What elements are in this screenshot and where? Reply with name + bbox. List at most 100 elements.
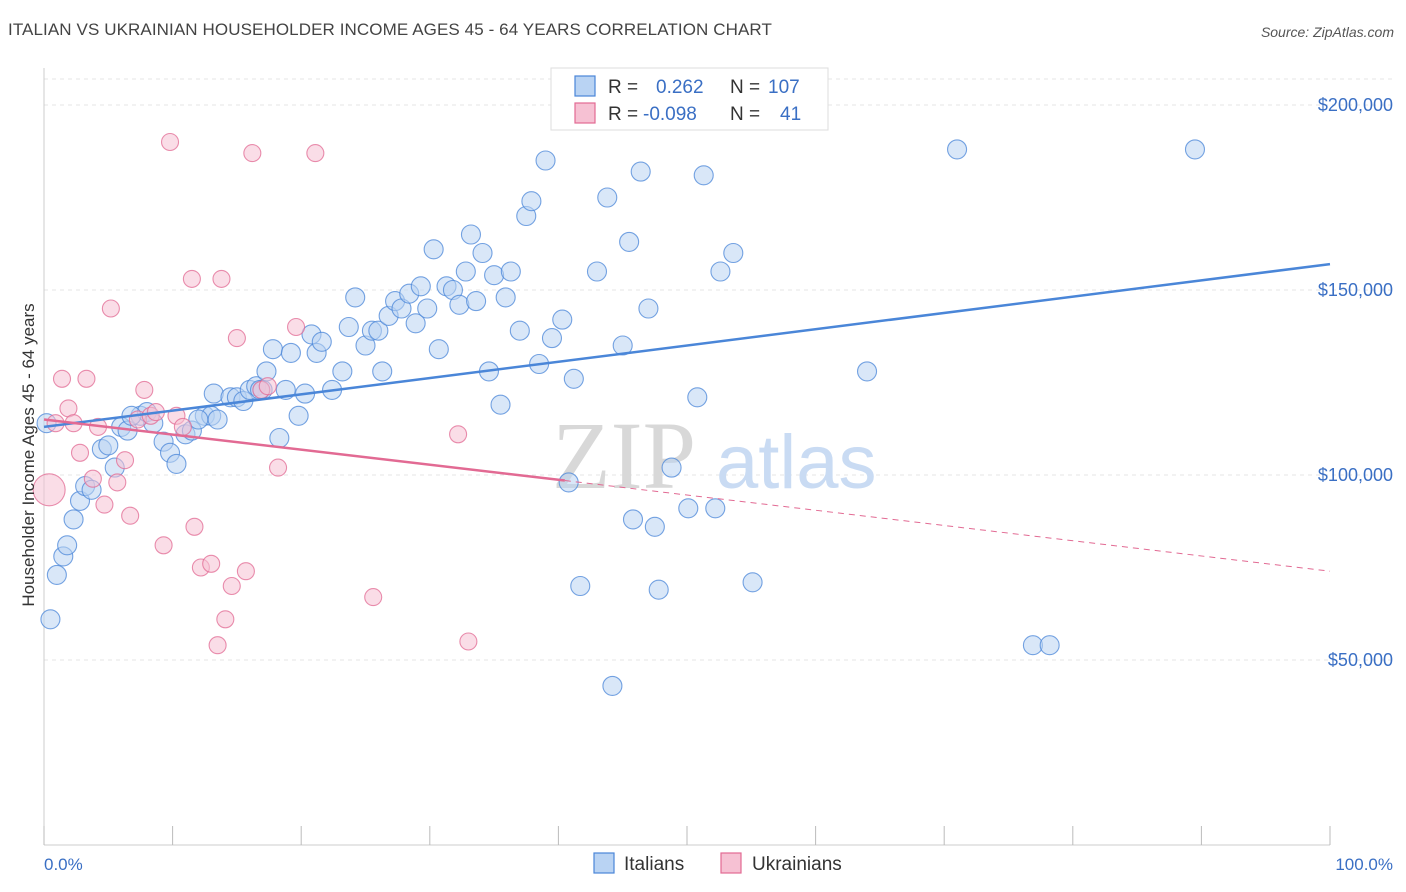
ukrainians-point: [364, 588, 383, 607]
italians-point: [947, 139, 968, 160]
legend-r-value-1: 0.262: [656, 77, 704, 98]
ukrainians-point: [135, 380, 154, 399]
watermark-zip: ZIP: [552, 402, 696, 509]
legend-box: [550, 67, 829, 131]
italians-point: [558, 472, 579, 493]
legend-n-label-2: N =: [730, 104, 760, 125]
italians-point: [693, 165, 714, 186]
italians-point: [648, 579, 669, 600]
ukrainians-point: [70, 443, 90, 462]
italians-point: [98, 435, 119, 456]
ukrainians-point: [95, 495, 114, 514]
italians-point: [368, 320, 389, 341]
ukrainians-point: [108, 473, 127, 492]
ukrainians-point: [32, 473, 66, 507]
italians-point: [500, 261, 521, 282]
italians-point: [1022, 635, 1043, 656]
italians-point: [630, 161, 651, 182]
italians-point: [678, 498, 699, 519]
italians-point: [661, 457, 682, 478]
ukrainians-point: [101, 299, 120, 318]
italians-point: [1039, 635, 1060, 656]
italians-point: [460, 224, 482, 245]
italians-point: [405, 313, 426, 334]
legend-r-value-2: -0.098: [643, 104, 697, 125]
italians-point: [280, 342, 301, 363]
italians-point: [602, 675, 623, 696]
bottom-legend-swatch-italians: [593, 852, 615, 874]
italians-point: [449, 294, 470, 315]
ukrainians-point: [160, 132, 180, 152]
ukrainians-point: [185, 517, 204, 536]
watermark-atlas: atlas: [716, 420, 877, 505]
italians-point: [723, 242, 744, 264]
italians-point: [495, 287, 516, 308]
legend-r-label-2: R =: [608, 104, 638, 125]
italians-point: [345, 287, 366, 308]
italians-point: [57, 535, 78, 556]
italians-point: [40, 609, 61, 630]
ukrainians-trend-line: [43, 418, 565, 482]
italians-point: [563, 368, 584, 389]
italians-point: [332, 361, 353, 382]
legend-swatch-italians: [574, 75, 596, 97]
x-tick-label-max: 100.0%: [1335, 855, 1393, 874]
italians-point: [856, 361, 878, 382]
y-tick-label-2: $150,000: [1318, 280, 1393, 300]
ukrainians-point: [52, 369, 72, 388]
italians-point: [705, 498, 726, 519]
ukrainians-point: [287, 317, 306, 337]
ukrainians-point: [115, 451, 135, 470]
legend-n-value-1: 107: [768, 77, 800, 98]
italians-point: [742, 572, 763, 593]
chart-title: ITALIAN VS UKRAINIAN HOUSEHOLDER INCOME …: [8, 20, 772, 39]
ukrainians-trend-extension: [564, 480, 1331, 572]
italians-point: [203, 383, 224, 404]
italians-point: [46, 564, 67, 585]
ukrainians-point: [182, 269, 201, 288]
bottom-legend: Italians Ukrainians: [593, 852, 842, 875]
bottom-legend-swatch-ukrainians: [720, 852, 742, 874]
bottom-legend-ukrainians: Ukrainians: [752, 854, 842, 875]
ukrainians-point: [236, 562, 255, 581]
legend-n-label-1: N =: [730, 77, 760, 98]
bottom-legend-italians: Italians: [624, 854, 684, 875]
ukrainians-point: [306, 144, 325, 163]
ukrainians-point: [46, 414, 65, 433]
ukrainians-point: [154, 536, 173, 555]
italians-point: [638, 298, 659, 319]
ukrainians-point: [212, 269, 231, 288]
y-axis-label: Householder Income Ages 45 - 64 years: [19, 303, 38, 606]
italians-point: [644, 516, 665, 537]
italians-point: [586, 261, 608, 282]
italians-point: [338, 316, 359, 338]
watermark: ZIP atlas: [552, 402, 877, 509]
ukrainians-point: [227, 329, 246, 348]
ukrainians-point: [258, 377, 277, 396]
x-tick-label-min: 0.0%: [44, 855, 83, 874]
italians-point: [410, 276, 431, 297]
italians-point: [288, 405, 309, 426]
italians-point: [535, 150, 556, 171]
legend-n-value-2: 41: [780, 104, 801, 125]
italians-point: [710, 261, 731, 282]
ukrainians-point: [77, 369, 96, 388]
italians-point: [372, 361, 393, 382]
italians-point: [484, 265, 505, 286]
italians-point: [423, 239, 444, 260]
italians-point: [166, 453, 187, 474]
y-tick-label-3: $200,000: [1318, 95, 1393, 115]
italians-point: [417, 298, 438, 319]
italians-point: [570, 575, 591, 597]
italians-point: [466, 291, 487, 312]
axes: [43, 68, 1331, 846]
italians-point: [541, 328, 563, 349]
ukrainians-point: [222, 576, 241, 596]
italians-point: [619, 231, 640, 252]
italians-point: [269, 427, 290, 449]
italians-point: [521, 191, 542, 212]
italians-point: [63, 509, 84, 530]
source-label: Source: ZipAtlas.com: [1260, 24, 1394, 40]
italians-point: [1184, 139, 1206, 160]
